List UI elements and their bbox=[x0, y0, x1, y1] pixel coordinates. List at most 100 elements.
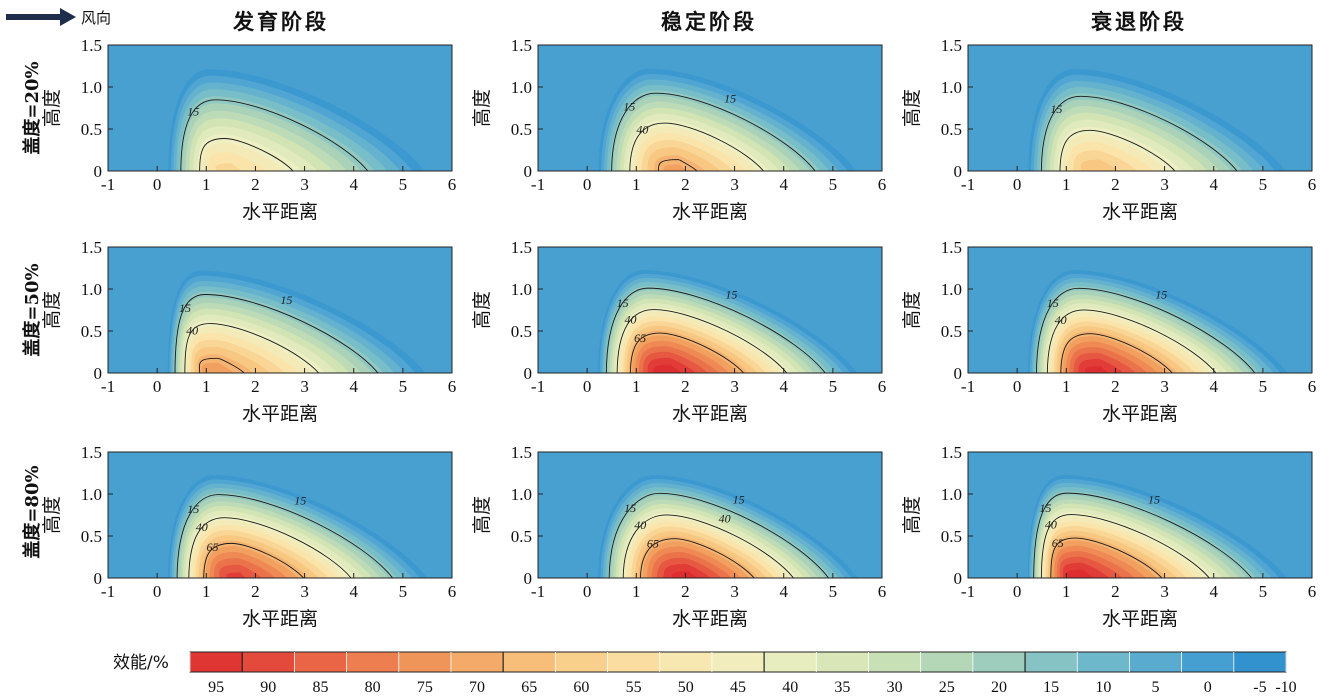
x-tick-label: 6 bbox=[878, 377, 887, 396]
x-tick-label: 4 bbox=[1209, 175, 1218, 194]
y-axis-label: 高度 bbox=[901, 89, 923, 127]
wind-direction-indicator: 风向 bbox=[6, 8, 111, 27]
contour-lines bbox=[608, 492, 830, 578]
x-tick-label: 3 bbox=[300, 582, 309, 601]
y-tick-label: 0.5 bbox=[941, 527, 962, 546]
x-axis-label: 水平距离 bbox=[242, 201, 318, 223]
x-tick-label: 5 bbox=[1259, 582, 1268, 601]
y-tick-label: 0 bbox=[94, 162, 103, 181]
x-tick-label: 1 bbox=[632, 175, 641, 194]
x-tick-label: 4 bbox=[779, 582, 788, 601]
x-tick-label: 4 bbox=[779, 175, 788, 194]
contour-line-40 bbox=[1040, 514, 1210, 578]
x-tick-label: -1 bbox=[961, 582, 975, 601]
colorbar-swatch bbox=[242, 652, 295, 672]
y-tick-label: 1.5 bbox=[941, 36, 962, 55]
heatmap-bands bbox=[167, 270, 426, 373]
colorbar-swatch bbox=[1077, 652, 1130, 672]
colorbar-swatch bbox=[920, 652, 974, 672]
y-tick-label: 1.0 bbox=[81, 280, 102, 299]
colorbar-swatch bbox=[816, 652, 869, 672]
colorbar-tick-label: 10 bbox=[1095, 679, 1111, 696]
column-title-stable: 稳定阶段 bbox=[661, 9, 757, 34]
colorbar-tick-label: 90 bbox=[260, 679, 276, 696]
colorbar-swatch bbox=[972, 652, 1026, 672]
contour-label: 15 bbox=[733, 492, 745, 506]
x-axis-label: 水平距离 bbox=[672, 201, 748, 223]
contour-line-15 bbox=[180, 99, 369, 171]
colorbar-swatch bbox=[1025, 652, 1078, 672]
colorbar-swatch bbox=[711, 652, 765, 672]
heatmap-band bbox=[671, 571, 698, 578]
y-tick-label: 1.0 bbox=[81, 78, 102, 97]
contour-line-65 bbox=[640, 538, 755, 578]
x-tick-label: 0 bbox=[1013, 582, 1022, 601]
y-tick-label: 0.5 bbox=[81, 120, 102, 139]
x-tick-label: 6 bbox=[878, 582, 887, 601]
colorbar-tick-label: 50 bbox=[678, 679, 694, 696]
x-tick-label: 4 bbox=[349, 175, 358, 194]
y-axis-label: 高度 bbox=[41, 496, 63, 534]
axes-frame bbox=[107, 451, 453, 579]
x-axis-label: 水平距离 bbox=[1102, 608, 1178, 630]
contour-line-65 bbox=[629, 332, 745, 373]
heatmap-band bbox=[663, 164, 688, 171]
colorbar-swatch bbox=[190, 652, 243, 672]
y-tick-label: 1.0 bbox=[941, 78, 962, 97]
y-axis-label: 高度 bbox=[41, 89, 63, 127]
contour-line-40 bbox=[188, 517, 352, 578]
x-tick-label: 5 bbox=[399, 377, 408, 396]
x-tick-label: 1 bbox=[632, 582, 641, 601]
axes-frame bbox=[537, 451, 883, 579]
colorbar-tick-label: 95 bbox=[208, 679, 224, 696]
x-tick-label: 6 bbox=[878, 175, 887, 194]
x-tick-label: 3 bbox=[1160, 377, 1169, 396]
contour-label: 15 bbox=[1050, 102, 1062, 116]
y-tick-label: 1.0 bbox=[81, 485, 102, 504]
x-tick-label: 2 bbox=[251, 582, 260, 601]
y-tick-label: 0 bbox=[524, 569, 533, 588]
contour-line-15 bbox=[605, 287, 826, 373]
colorbar-swatch bbox=[868, 652, 922, 672]
colorbar-swatch bbox=[503, 652, 556, 672]
y-tick-label: 0.5 bbox=[511, 322, 532, 341]
contour-label: 15 bbox=[179, 301, 191, 315]
y-axis-label: 高度 bbox=[901, 496, 923, 534]
heatmap-bands bbox=[1028, 68, 1286, 171]
y-axis-label: 高度 bbox=[471, 291, 493, 329]
x-axis-label: 水平距离 bbox=[1102, 201, 1178, 223]
y-tick-label: 0.5 bbox=[511, 527, 532, 546]
y-tick-label: 0 bbox=[954, 162, 963, 181]
colorbar-tick-label: 55 bbox=[626, 679, 642, 696]
contour-label: 40 bbox=[634, 518, 646, 532]
y-tick-label: 0 bbox=[94, 569, 103, 588]
x-tick-label: -1 bbox=[961, 377, 975, 396]
x-tick-label: -1 bbox=[531, 377, 545, 396]
colorbar-swatch bbox=[1129, 652, 1183, 672]
x-tick-label: 6 bbox=[448, 175, 457, 194]
contour-label: 15 bbox=[1039, 501, 1051, 515]
contour-line-65 bbox=[198, 357, 245, 373]
y-axis-label: 高度 bbox=[471, 496, 493, 534]
x-tick-label: 0 bbox=[583, 582, 592, 601]
contour-label: 40 bbox=[719, 512, 731, 526]
heatmap-band bbox=[1080, 159, 1119, 171]
colorbar-swatch bbox=[659, 652, 713, 672]
contour-line-40 bbox=[622, 514, 794, 578]
y-tick-label: 1.5 bbox=[941, 443, 962, 462]
x-tick-label: 0 bbox=[153, 377, 162, 396]
x-tick-label: 5 bbox=[1259, 175, 1268, 194]
y-axis-label: 高度 bbox=[901, 291, 923, 329]
contour-line-65 bbox=[1060, 333, 1173, 373]
contour-line-15 bbox=[1040, 95, 1238, 171]
colorbar-tick-label: 85 bbox=[312, 679, 328, 696]
contour-line-40 bbox=[1046, 309, 1217, 373]
x-tick-label: 5 bbox=[829, 377, 838, 396]
x-tick-label: 0 bbox=[153, 175, 162, 194]
contour-line-40 bbox=[184, 323, 320, 373]
x-tick-label: 1 bbox=[202, 175, 211, 194]
